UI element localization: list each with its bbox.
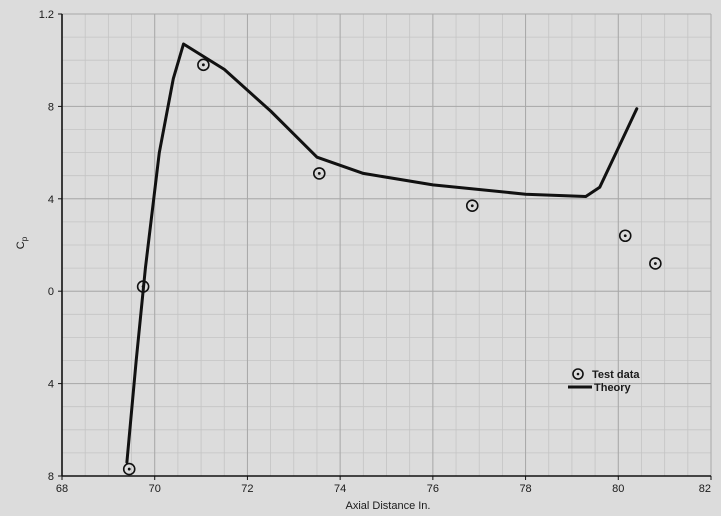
x-axis-title: Axial Distance In.	[346, 500, 431, 512]
test-data-point	[465, 199, 479, 213]
legend-marker-test-data	[572, 368, 584, 380]
test-data-marker-ring	[197, 58, 210, 72]
theory-series	[125, 42, 639, 464]
x-tick-label: 80	[612, 483, 624, 495]
x-tick-label: 68	[56, 483, 68, 495]
y-tick-labels: 1.2 8 4 0 4 8	[39, 9, 62, 483]
test-data-point	[136, 280, 150, 293]
legend-item-test-data: Test data	[572, 368, 640, 381]
test-data-point	[312, 167, 326, 180]
test-data-marker-dot	[623, 234, 627, 238]
legend-label-test-data: Test data	[592, 369, 640, 381]
x-tick-label: 74	[334, 483, 346, 495]
x-tick-label: 70	[149, 483, 161, 495]
x-tick-label: 78	[519, 483, 531, 495]
minor-grid	[61, 13, 712, 477]
legend-label-theory: Theory	[594, 382, 632, 394]
y-tick-label: 0	[48, 286, 54, 298]
major-grid	[61, 13, 712, 477]
test-data-series	[122, 58, 662, 476]
test-data-marker-dot	[127, 467, 131, 471]
test-data-marker-dot	[317, 171, 321, 175]
legend-marker-dot	[576, 372, 580, 376]
x-tick-label: 82	[699, 483, 711, 495]
x-tick-label: 76	[427, 483, 439, 495]
theory-line	[125, 42, 639, 464]
y-axis-title-subscript: p	[20, 236, 29, 241]
test-data-point	[649, 257, 662, 270]
legend-item-theory: Theory	[568, 382, 632, 394]
test-data-marker-dot	[201, 63, 205, 67]
test-data-marker-ring	[312, 167, 326, 180]
axes	[61, 14, 711, 477]
legend: Test data Theory	[568, 368, 640, 394]
test-data-marker-ring	[618, 229, 632, 243]
test-data-point	[197, 58, 210, 72]
test-data-point	[122, 462, 136, 476]
test-data-marker-ring	[465, 199, 479, 213]
y-tick-label: 8	[48, 101, 54, 113]
test-data-marker-ring	[136, 280, 150, 293]
test-data-marker-dot	[653, 262, 657, 265]
test-data-marker-dot	[470, 204, 474, 208]
y-tick-label: 8	[48, 471, 54, 483]
test-data-marker-ring	[122, 462, 136, 476]
test-data-marker-dot	[141, 285, 145, 288]
y-tick-label: 1.2	[39, 9, 54, 21]
y-tick-label: 4	[48, 379, 54, 391]
x-tick-label: 72	[241, 483, 253, 495]
y-tick-label: 4	[48, 194, 54, 206]
test-data-point	[618, 229, 632, 243]
x-tick-labels: 68 70 72 74 76 78 80 82	[56, 476, 712, 495]
test-data-marker-ring	[649, 257, 662, 270]
